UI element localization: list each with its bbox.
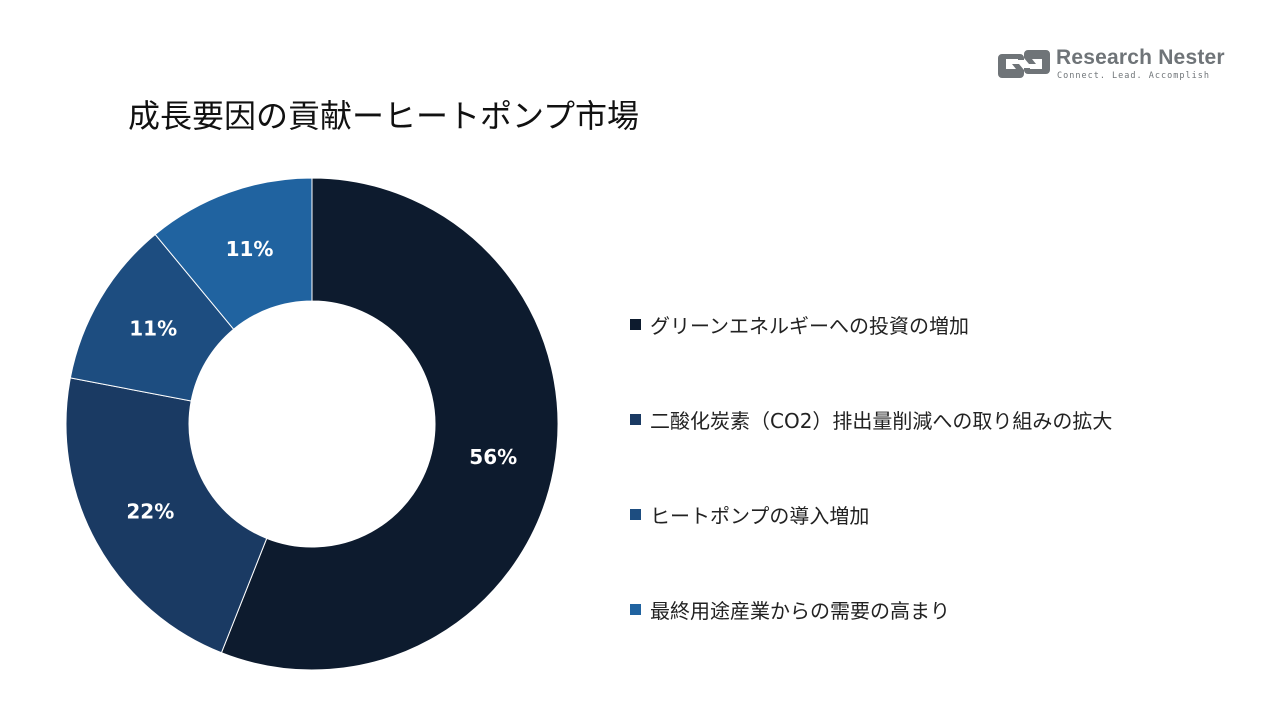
donut-slice-1 bbox=[220, 177, 559, 671]
legend-label: グリーンエネルギーへの投資の増加 bbox=[650, 314, 969, 338]
legend-item-3: ヒートポンプの導入増加 bbox=[630, 500, 869, 529]
legend-swatch bbox=[630, 414, 641, 425]
chart-title: 成長要因の貢献ーヒートポンプ市場 bbox=[128, 97, 640, 135]
data-label-1: 56% bbox=[469, 445, 517, 469]
donut-chart: 56% 22% 11% 11% bbox=[65, 177, 559, 671]
legend-item-1: グリーンエネルギーへの投資の増加 bbox=[630, 310, 969, 339]
logo-tagline: Connect. Lead. Accomplish bbox=[1057, 71, 1210, 81]
logo-name: Research Nester bbox=[1056, 46, 1225, 69]
legend-label: ヒートポンプの導入増加 bbox=[650, 504, 870, 528]
legend-label: 二酸化炭素（CO2）排出量削減への取り組みの拡大 bbox=[650, 409, 1113, 433]
legend-swatch bbox=[630, 604, 641, 615]
legend-label: 最終用途産業からの需要の高まり bbox=[650, 599, 950, 623]
logo-mark-icon bbox=[998, 50, 1050, 78]
donut-slice-2 bbox=[65, 377, 268, 654]
legend-item-4: 最終用途産業からの需要の高まり bbox=[630, 595, 950, 624]
data-label-4: 11% bbox=[226, 237, 274, 261]
donut-slice-4 bbox=[154, 177, 313, 330]
research-nester-logo: Research Nester Connect. Lead. Accomplis… bbox=[998, 44, 1238, 84]
legend-swatch bbox=[630, 319, 641, 330]
legend-swatch bbox=[630, 509, 641, 520]
data-label-2: 22% bbox=[126, 499, 174, 523]
data-label-3: 11% bbox=[129, 317, 177, 341]
legend-item-2: 二酸化炭素（CO2）排出量削減への取り組みの拡大 bbox=[630, 405, 1112, 434]
